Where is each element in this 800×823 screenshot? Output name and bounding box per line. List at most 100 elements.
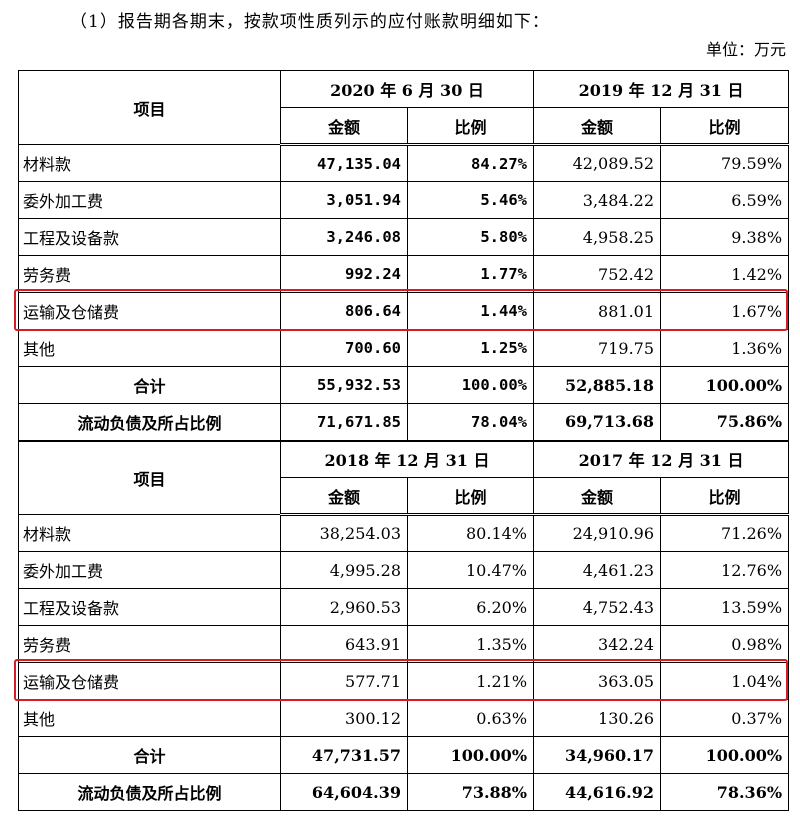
ratio-cell: 1.25% [406,329,535,367]
table-row-highlighted: 运输及仓储费 806.64 1.44% 881.01 1.67% [18,292,790,330]
ratio-cell: 13.59% [660,588,790,626]
ratio-cell: 100.00% [660,366,790,404]
amount-cell: 700.60 [280,329,408,367]
table-row: 工程及设备款 3,246.08 5.80% 4,958.25 9.38% [18,218,790,256]
section2-period-header: 项目 2018 年 12 月 31 日 2017 年 12 月 31 日 [18,440,790,515]
table-row: 委外加工费 3,051.94 5.46% 3,484.22 6.59% [18,181,790,219]
table-row: 其他 300.12 0.63% 130.26 0.37% [18,699,790,737]
amount-cell: 4,995.28 [280,551,408,589]
table-row: 材料款 38,254.03 80.14% 24,910.96 71.26% [18,514,790,552]
table-row: 劳务费 643.91 1.35% 342.24 0.98% [18,625,790,663]
ratio-cell: 73.88% [406,773,535,811]
amount-cell: 719.75 [533,329,662,367]
amount-header: 金额 [280,477,408,516]
amount-cell: 44,616.92 [533,773,662,811]
ratio-cell: 12.76% [660,551,790,589]
ratio-cell: 5.80% [406,218,535,256]
amount-cell: 4,752.43 [533,588,662,626]
row-label: 合计 [18,366,281,404]
ratio-cell: 1.21% [406,662,535,700]
ratio-cell: 1.36% [660,329,790,367]
amount-cell: 55,932.53 [280,366,408,404]
amount-cell: 4,461.23 [533,551,662,589]
ratio-cell: 10.47% [406,551,535,589]
row-label: 合计 [18,736,281,774]
row-label: 委外加工费 [18,181,281,219]
amount-cell: 47,731.57 [280,736,408,774]
ratio-header: 比例 [660,477,790,516]
item-header: 项目 [18,440,281,515]
ratio-cell: 1.42% [660,255,790,293]
ratio-cell: 1.44% [406,292,535,330]
ratio-cell: 71.26% [660,514,790,552]
ratio-header: 比例 [660,107,790,146]
row-label: 劳务费 [18,255,281,293]
ratio-cell: 78.36% [660,773,790,811]
period-header: 2017 年 12 月 31 日 [533,440,790,478]
ratio-cell: 84.27% [406,144,535,182]
amount-cell: 24,910.96 [533,514,662,552]
row-label: 劳务费 [18,625,281,663]
ratio-cell: 80.14% [406,514,535,552]
item-header: 项目 [18,70,281,145]
row-label: 材料款 [18,514,281,552]
ratio-cell: 1.67% [660,292,790,330]
amount-cell: 38,254.03 [280,514,408,552]
amount-header: 金额 [533,107,662,146]
amount-header: 金额 [280,107,408,146]
ratio-header: 比例 [406,107,535,146]
table-row: 劳务费 992.24 1.77% 752.42 1.42% [18,255,790,293]
payables-table: 项目 2020 年 6 月 30 日 2019 年 12 月 31 日 金额 比… [18,70,790,811]
amount-cell: 643.91 [280,625,408,663]
row-label: 其他 [18,329,281,367]
ratio-cell: 100.00% [406,736,535,774]
amount-cell: 2,960.53 [280,588,408,626]
ratio-cell: 1.04% [660,662,790,700]
period-header: 2020 年 6 月 30 日 [279,70,535,108]
ratio-cell: 78.04% [406,403,535,442]
amount-cell: 577.71 [280,662,408,700]
row-label: 其他 [18,699,281,737]
ratio-cell: 6.59% [660,181,790,219]
ratio-cell: 0.98% [660,625,790,663]
period-header: 2019 年 12 月 31 日 [533,70,790,108]
ratio-cell: 1.77% [406,255,535,293]
row-label: 工程及设备款 [18,588,281,626]
ratio-cell: 0.37% [660,699,790,737]
amount-cell: 363.05 [533,662,662,700]
row-label: 流动负债及所占比例 [18,773,281,811]
ratio-cell: 5.46% [406,181,535,219]
amount-cell: 42,089.52 [533,144,662,182]
amount-cell: 342.24 [533,625,662,663]
ratio-cell: 9.38% [660,218,790,256]
amount-header: 金额 [533,477,662,516]
ratio-cell: 100.00% [660,736,790,774]
table-row: 工程及设备款 2,960.53 6.20% 4,752.43 13.59% [18,588,790,626]
amount-cell: 806.64 [280,292,408,330]
amount-cell: 47,135.04 [280,144,408,182]
period-header: 2018 年 12 月 31 日 [279,440,535,478]
section2-sub-header: 金额 比例 金额 比例 [19,477,790,516]
table-row: 委外加工费 4,995.28 10.47% 4,461.23 12.76% [18,551,790,589]
amount-cell: 130.26 [533,699,662,737]
amount-cell: 52,885.18 [533,366,662,404]
amount-cell: 881.01 [533,292,662,330]
amount-cell: 3,484.22 [533,181,662,219]
row-label: 委外加工费 [18,551,281,589]
amount-cell: 752.42 [533,255,662,293]
liability-ratio-row: 流动负债及所占比例 64,604.39 73.88% 44,616.92 78.… [18,773,790,811]
liability-ratio-row: 流动负债及所占比例 71,671.85 78.04% 69,713.68 75.… [18,403,790,442]
total-row: 合计 47,731.57 100.00% 34,960.17 100.00% [18,736,790,774]
ratio-header: 比例 [406,477,535,516]
ratio-cell: 6.20% [406,588,535,626]
table-row: 材料款 47,135.04 84.27% 42,089.52 79.59% [18,144,790,182]
amount-cell: 300.12 [280,699,408,737]
amount-cell: 992.24 [280,255,408,293]
row-label: 工程及设备款 [18,218,281,256]
unit-label: 单位：万元 [705,40,786,59]
total-row: 合计 55,932.53 100.00% 52,885.18 100.00% [18,366,790,404]
table-row-highlighted: 运输及仓储费 577.71 1.21% 363.05 1.04% [18,662,790,700]
intro-text: （1）报告期各期末，按款项性质列示的应付账款明细如下： [70,12,550,32]
ratio-cell: 1.35% [406,625,535,663]
ratio-cell: 100.00% [406,366,535,404]
